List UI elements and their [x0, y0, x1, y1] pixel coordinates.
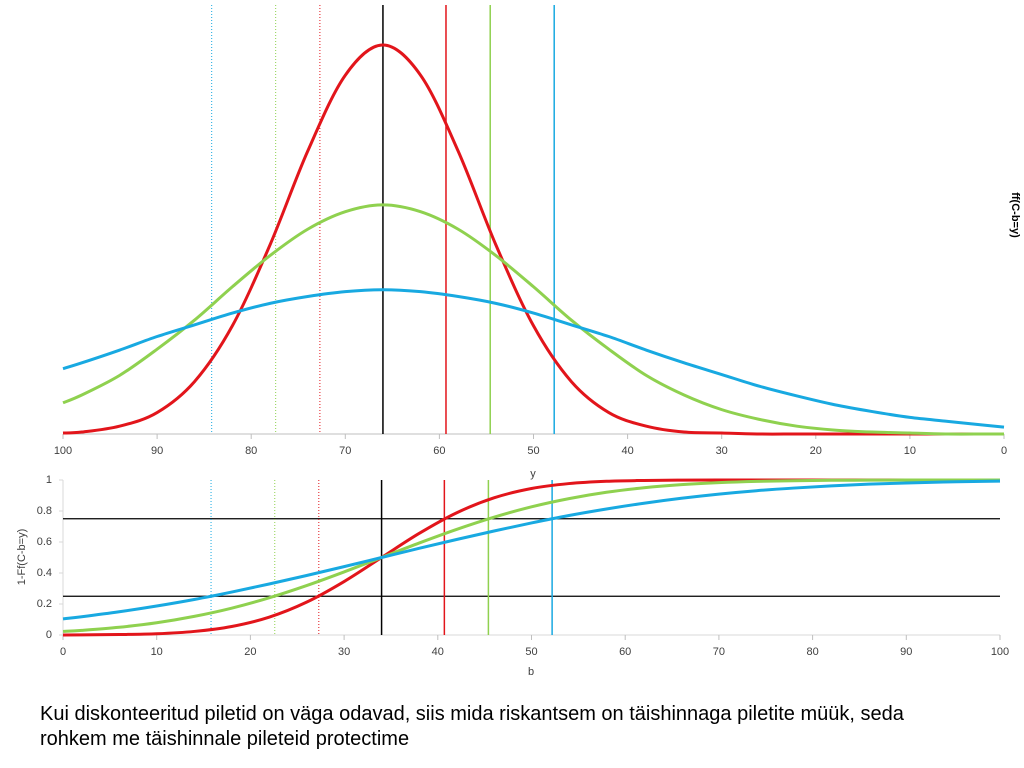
x-tick-label: 90 — [151, 445, 163, 457]
x-tick-label: 30 — [716, 445, 728, 457]
y-tick-label: 0.8 — [37, 505, 52, 517]
x-tick-label: 40 — [432, 646, 444, 658]
x-tick-label: 80 — [806, 646, 818, 658]
y-tick-label: 0.4 — [37, 567, 52, 579]
x-tick-label: 20 — [244, 646, 256, 658]
x-tick-label: 80 — [245, 445, 257, 457]
x-tick-label: 0 — [60, 646, 66, 658]
y-tick-label: 0.6 — [37, 536, 52, 548]
y-tick-label: 1 — [46, 474, 52, 486]
y-tick-label: 0 — [46, 629, 52, 641]
curve — [62, 203, 1004, 436]
curve — [62, 43, 1004, 436]
x-tick-label: 30 — [338, 646, 350, 658]
curve — [62, 478, 1000, 637]
x-tick-label: 50 — [527, 445, 539, 457]
x-tick-label: 70 — [713, 646, 725, 658]
curve — [62, 478, 1000, 633]
x-tick-label: 100 — [991, 646, 1009, 658]
x-tick-label: 70 — [339, 445, 351, 457]
x-tick-label: 50 — [525, 646, 537, 658]
y-tick-label: 0.2 — [37, 598, 52, 610]
x-tick-label: 10 — [904, 445, 916, 457]
x-tick-label: 40 — [621, 445, 633, 457]
x-tick-label: 10 — [151, 646, 163, 658]
curve — [62, 288, 1005, 429]
x-tick-label: 60 — [619, 646, 631, 658]
y-axis-label: ff(C-b=y) — [1009, 192, 1021, 238]
x-tick-label: 20 — [810, 445, 822, 457]
x-tick-label: 100 — [54, 445, 72, 457]
x-tick-label: 90 — [900, 646, 912, 658]
x-tick-label: 0 — [1001, 445, 1007, 457]
x-axis-label: y — [530, 468, 536, 480]
charts: 100 90 80 70 60 50 40 30 20 10 0yff(C-b=y)00.20.40… — [16, 5, 1021, 678]
x-tick-label: 60 — [433, 445, 445, 457]
curve — [62, 479, 1001, 621]
x-axis-label: b — [528, 666, 534, 678]
y-axis-label: 1-Ff(C-b=y) — [16, 529, 28, 586]
caption: Kui diskonteeritud piletid on väga odava… — [40, 703, 904, 750]
